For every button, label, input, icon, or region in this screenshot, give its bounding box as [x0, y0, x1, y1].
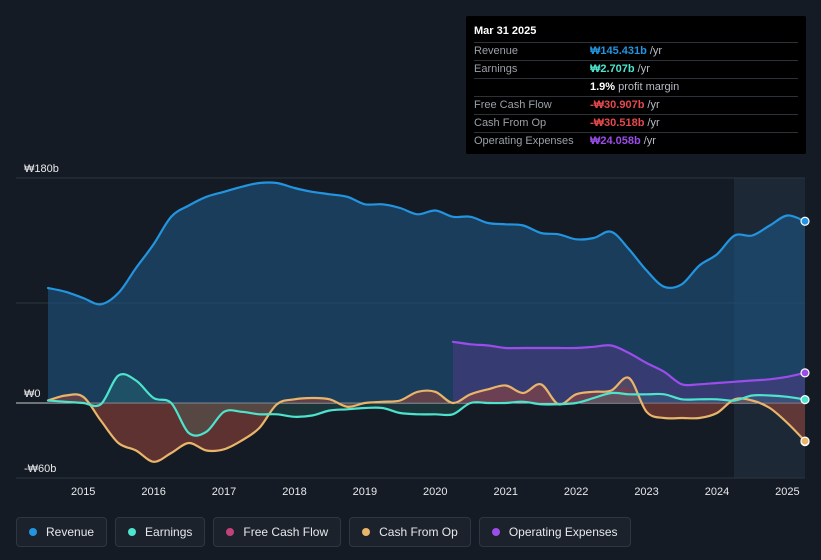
legend-label: Free Cash Flow — [243, 525, 329, 539]
legend-dot-icon — [226, 528, 235, 536]
legend-item-operating-expenses[interactable]: Operating Expenses — [478, 517, 631, 547]
tooltip-unit: profit margin — [618, 81, 680, 93]
area-cash-from-op — [48, 377, 805, 462]
tooltip-value: ₩145.431b — [590, 45, 647, 57]
x-tick-label: 2020 — [423, 486, 447, 498]
legend-item-free-cash-flow[interactable]: Free Cash Flow — [213, 517, 342, 547]
legend-label: Earnings — [145, 525, 193, 539]
y-tick-label: -₩60b — [24, 463, 56, 475]
endpoint-cash-from-op — [800, 436, 810, 446]
x-tick-label: 2022 — [564, 486, 588, 498]
tooltip-unit: /yr — [647, 117, 660, 129]
tooltip-value: ₩2.707b — [590, 63, 635, 75]
tooltip-unit: /yr — [643, 135, 656, 147]
tooltip-date: Mar 31 2025 — [474, 23, 798, 43]
line-cash-from-op — [46, 376, 807, 463]
x-tick-label: 2023 — [634, 486, 658, 498]
x-tick-label: 2017 — [212, 486, 236, 498]
series-lines — [46, 181, 807, 463]
series-endpoints — [800, 216, 810, 447]
legend-label: Revenue — [46, 525, 95, 539]
legend-dot-icon — [128, 528, 137, 536]
legend-label: Operating Expenses — [508, 525, 618, 539]
endpoint-earnings — [800, 395, 810, 405]
tooltip-label: Free Cash Flow — [474, 99, 552, 111]
tooltip: Mar 31 2025 Revenue ₩145.431b /yr Earnin… — [466, 16, 806, 154]
series-areas — [48, 182, 805, 462]
legend-item-revenue[interactable]: Revenue — [16, 517, 108, 547]
x-tick-label: 2015 — [71, 486, 95, 498]
area-revenue — [48, 182, 805, 403]
tooltip-value: -₩30.518b — [590, 117, 645, 129]
y-tick-label: ₩0 — [24, 388, 41, 400]
tooltip-label: Revenue — [474, 45, 519, 57]
tooltip-row-earnings: Earnings ₩2.707b /yr — [474, 61, 798, 79]
tooltip-unit: /yr — [649, 45, 663, 57]
legend: Revenue Earnings Free Cash Flow Cash Fro… — [16, 517, 631, 547]
endpoint-operating-expenses — [800, 368, 810, 378]
legend-label: Cash From Op — [379, 525, 458, 539]
x-tick-label: 2018 — [282, 486, 306, 498]
y-axis: ₩180b ₩0 -₩60b — [24, 163, 59, 475]
tooltip-label: Earnings — [474, 63, 518, 75]
x-tick-label: 2021 — [493, 486, 517, 498]
line-revenue — [46, 181, 807, 306]
tooltip-row-cash-from-op: Cash From Op -₩30.518b /yr — [474, 115, 798, 133]
tooltip-value: ₩24.058b — [590, 135, 641, 147]
legend-item-earnings[interactable]: Earnings — [115, 517, 206, 547]
tooltip-unit: /yr — [647, 99, 660, 111]
x-tick-label: 2024 — [705, 486, 729, 498]
tooltip-value: -₩30.907b — [590, 99, 645, 111]
tooltip-unit: /yr — [637, 63, 650, 75]
line-earnings — [46, 372, 807, 437]
x-axis: 2015 2016 2017 2018 2019 2020 2021 2022 2023 2024… — [71, 486, 800, 498]
line-operating-expenses — [451, 340, 807, 387]
legend-dot-icon — [29, 528, 37, 536]
tooltip-label: Operating Expenses — [474, 135, 574, 147]
endpoint-revenue — [800, 216, 810, 226]
legend-dot-icon — [491, 528, 500, 536]
legend-item-cash-from-op[interactable]: Cash From Op — [349, 517, 471, 547]
legend-dot-icon — [362, 528, 371, 536]
tooltip-row-operating-expenses: Operating Expenses ₩24.058b /yr — [474, 133, 798, 150]
tooltip-row-free-cash-flow: Free Cash Flow -₩30.907b /yr — [474, 97, 798, 115]
area-earnings — [48, 374, 805, 436]
y-tick-label: ₩180b — [24, 163, 59, 175]
tooltip-label: Cash From Op — [474, 117, 547, 129]
tooltip-row-revenue: Revenue ₩145.431b /yr — [474, 43, 798, 61]
tooltip-row-profit-margin: 1.9% profit margin — [474, 79, 798, 97]
tooltip-label — [474, 79, 590, 96]
tooltip-value: 1.9% — [590, 81, 616, 93]
x-tick-label: 2016 — [141, 486, 165, 498]
x-tick-label: 2025 — [775, 486, 799, 498]
area-operating-expenses — [452, 341, 805, 403]
x-tick-label: 2019 — [353, 486, 377, 498]
